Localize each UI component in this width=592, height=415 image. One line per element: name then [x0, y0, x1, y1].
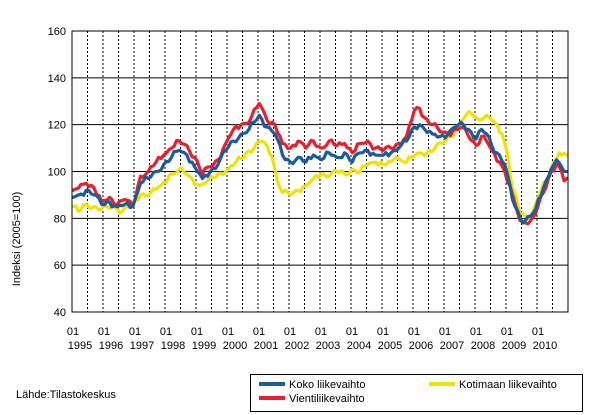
x-tick-month-label: 01 — [160, 326, 172, 338]
x-tick-month-label: 01 — [377, 326, 389, 338]
x-tick-year-label: 1996 — [99, 340, 123, 352]
x-tick-year-label: 2007 — [440, 340, 464, 352]
legend-label-vienti: Vientiliikevaihto — [289, 393, 365, 405]
legend-item-kotimaan: Kotimaan liikevaihto — [429, 379, 557, 391]
x-tick-month-label: 01 — [315, 326, 327, 338]
x-tick-month-label: 01 — [408, 326, 420, 338]
legend-label-kotimaan: Kotimaan liikevaihto — [459, 379, 557, 391]
x-tick-month-label: 01 — [67, 326, 79, 338]
grid — [72, 31, 568, 312]
x-tick-year-label: 2006 — [409, 340, 433, 352]
legend-swatch-koko — [259, 382, 285, 387]
x-tick-month-label: 01 — [470, 326, 482, 338]
x-tick-month-label: 01 — [129, 326, 141, 338]
x-tick-year-label: 2004 — [347, 340, 371, 352]
y-axis-label: Indeksi (2005=100) — [11, 192, 23, 286]
x-tick-year-label: 2009 — [502, 340, 526, 352]
x-tick-year-label: 1995 — [68, 340, 92, 352]
source-note: Lähde:Tilastokeskus — [16, 389, 116, 401]
x-tick-month-label: 01 — [222, 326, 234, 338]
plot-frame — [71, 30, 569, 313]
x-tick-year-label: 2010 — [533, 340, 557, 352]
x-tick-month-label: 01 — [439, 326, 451, 338]
x-tick-year-label: 1998 — [161, 340, 185, 352]
x-tick-year-label: 2002 — [285, 340, 309, 352]
y-tick-label: 160 — [48, 26, 66, 38]
x-tick-month-label: 01 — [191, 326, 203, 338]
legend-item-vienti: Vientiliikevaihto — [259, 393, 365, 405]
x-tick-month-label: 01 — [253, 326, 265, 338]
series-layer — [71, 101, 569, 226]
legend: Koko liikevaihto Kotimaan liikevaihto Vi… — [250, 374, 583, 412]
y-tick-label: 140 — [48, 73, 66, 85]
series-line-kotimaan-liikevaihto — [71, 110, 569, 220]
series-line-koko-liikevaihto — [71, 113, 569, 225]
x-tick-year-label: 2003 — [316, 340, 340, 352]
x-tick-year-label: 2000 — [223, 340, 247, 352]
x-tick-year-label: 1997 — [130, 340, 154, 352]
x-tick-year-label: 2005 — [378, 340, 402, 352]
legend-label-koko: Koko liikevaihto — [289, 379, 366, 391]
x-tick-year-label: 1999 — [192, 340, 216, 352]
legend-swatch-kotimaan — [429, 382, 455, 387]
x-tick-month-label: 01 — [98, 326, 110, 338]
y-tick-label: 40 — [54, 307, 66, 319]
legend-swatch-vienti — [259, 396, 285, 401]
x-tick-year-label: 2001 — [254, 340, 278, 352]
series-line-vientiliikevaihto — [71, 101, 569, 226]
x-axis-ticks: 01 1995 01 1996 01 1997 01 1998 01 1999 01 2000 01 20… — [67, 326, 557, 352]
y-tick-label: 100 — [48, 167, 66, 179]
x-tick-month-label: 01 — [532, 326, 544, 338]
y-axis-ticks: 40 60 80 100 120 140 160 — [48, 26, 66, 319]
x-tick-month-label: 01 — [284, 326, 296, 338]
y-tick-label: 120 — [48, 120, 66, 132]
y-tick-label: 60 — [54, 260, 66, 272]
x-tick-month-label: 01 — [501, 326, 513, 338]
y-tick-label: 80 — [54, 213, 66, 225]
x-tick-month-label: 01 — [346, 326, 358, 338]
legend-item-koko: Koko liikevaihto — [259, 379, 365, 391]
x-tick-year-label: 2008 — [471, 340, 495, 352]
